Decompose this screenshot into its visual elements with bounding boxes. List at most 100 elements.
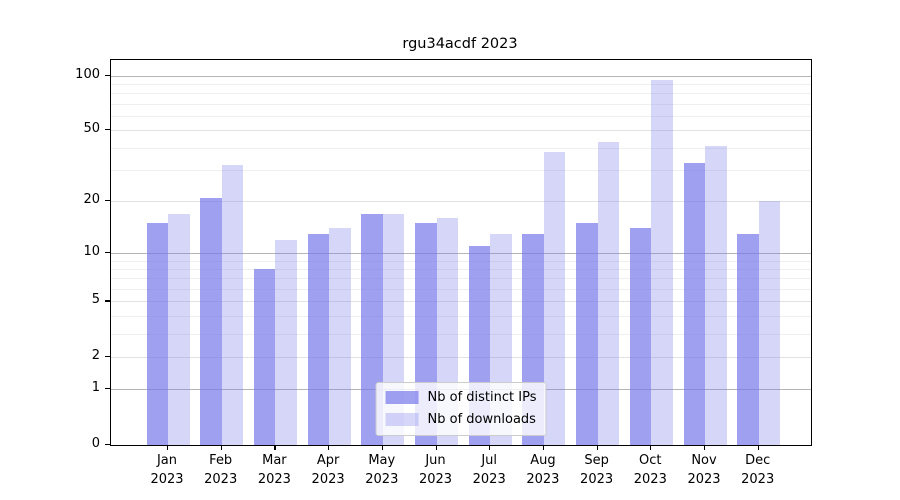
gridline-50 <box>111 130 811 132</box>
x-tick-label: Mar 2023 <box>242 451 306 489</box>
bar-downloads-dec <box>758 201 781 445</box>
x-tick-9 <box>596 444 598 450</box>
x-label-month: Apr <box>316 453 340 468</box>
legend-swatch-downloads <box>385 413 419 426</box>
y-tick-100 <box>105 74 110 76</box>
gridline-30 <box>111 170 811 172</box>
x-tick-label: Apr 2023 <box>296 451 360 489</box>
x-label-year: 2023 <box>741 472 775 487</box>
y-tick-5 <box>105 300 110 302</box>
gridline-100 <box>111 75 811 77</box>
x-tick-label: Oct 2023 <box>618 451 682 489</box>
bar-distinct-ips-mar <box>253 268 276 445</box>
x-label-month: Jan <box>156 453 178 468</box>
x-tick-2 <box>220 444 222 450</box>
gridline-8 <box>111 268 811 270</box>
gridline-7 <box>111 278 811 280</box>
x-tick-5 <box>381 444 383 450</box>
x-label-year: 2023 <box>472 472 506 487</box>
legend: Nb of distinct IPs Nb of downloads <box>375 381 547 436</box>
bar-distinct-ips-oct <box>629 228 652 445</box>
gridline-2 <box>111 356 811 358</box>
gridline-80 <box>111 93 811 95</box>
y-tick-1 <box>105 388 110 390</box>
bar-distinct-ips-apr <box>307 233 330 445</box>
bar-distinct-ips-dec <box>737 233 759 445</box>
x-label-year: 2023 <box>311 472 345 487</box>
x-label-year: 2023 <box>580 472 614 487</box>
y-tick-label-5: 5 <box>91 292 100 308</box>
x-label-month: Jun <box>425 453 446 468</box>
gridline-90 <box>111 84 811 86</box>
bar-downloads-jan <box>168 213 190 445</box>
x-label-month: Mar <box>262 453 287 468</box>
bar-distinct-ips-sep <box>576 222 598 445</box>
x-tick-10 <box>650 444 652 450</box>
gridline-5 <box>111 301 811 303</box>
x-label-month: Feb <box>209 453 233 468</box>
gridline-10 <box>111 252 811 254</box>
bar-downloads-feb <box>221 165 244 445</box>
x-tick-1 <box>167 444 169 450</box>
x-tick-label: Sep 2023 <box>565 451 629 489</box>
x-tick-6 <box>435 444 437 450</box>
gridline-60 <box>111 115 811 117</box>
y-tick-label-100: 100 <box>75 66 100 82</box>
x-label-year: 2023 <box>418 472 453 487</box>
y-tick-2 <box>105 355 110 357</box>
x-label-month: Jul <box>481 453 498 468</box>
bar-downloads-apr <box>329 228 351 445</box>
x-label-year: 2023 <box>204 472 238 487</box>
x-label-month: Nov <box>691 453 717 468</box>
gridline-4 <box>111 315 811 317</box>
x-tick-8 <box>542 444 545 450</box>
x-label-year: 2023 <box>365 472 399 487</box>
x-tick-12 <box>757 444 759 450</box>
x-label-year: 2023 <box>687 472 721 487</box>
x-label-month: Sep <box>584 453 609 468</box>
x-tick-label: Aug 2023 <box>511 451 575 489</box>
gridline-6 <box>111 289 811 290</box>
y-tick-label-0: 0 <box>91 435 100 451</box>
bar-distinct-ips-jan <box>146 222 168 445</box>
gridline-20 <box>111 201 811 203</box>
y-tick-label-20: 20 <box>83 192 100 208</box>
y-tick-10 <box>105 251 110 254</box>
x-label-year: 2023 <box>633 472 667 487</box>
plot-area: Nb of distinct IPs Nb of downloads <box>110 59 812 446</box>
x-tick-label: Jul 2023 <box>457 451 521 489</box>
x-tick-label: Dec 2023 <box>726 451 790 489</box>
x-label-year: 2023 <box>526 472 560 487</box>
legend-label-distinct-ips: Nb of distinct IPs <box>427 389 537 405</box>
gridline-3 <box>111 333 811 335</box>
x-tick-label: Jun 2023 <box>404 451 468 489</box>
y-tick-label-2: 2 <box>91 347 100 363</box>
gridline-70 <box>111 103 811 105</box>
bar-distinct-ips-nov <box>683 162 705 445</box>
x-tick-7 <box>489 444 491 450</box>
bar-downloads-aug <box>543 151 566 445</box>
y-tick-20 <box>105 200 110 202</box>
x-tick-label: Jan 2023 <box>135 451 199 489</box>
x-label-month: Aug <box>530 453 556 468</box>
x-label-month: May <box>368 453 396 468</box>
y-tick-0 <box>105 443 110 445</box>
chart-title: rgu34acdf 2023 <box>402 36 518 52</box>
x-label-year: 2023 <box>257 472 291 487</box>
y-tick-label-1: 1 <box>91 380 100 396</box>
gridline-40 <box>111 147 811 149</box>
legend-label-downloads: Nb of downloads <box>427 411 536 427</box>
bar-downloads-oct <box>651 79 673 445</box>
bar-distinct-ips-feb <box>200 197 222 445</box>
x-tick-3 <box>274 444 276 450</box>
legend-swatch-distinct-ips <box>385 391 419 404</box>
x-label-month: Dec <box>745 453 771 468</box>
legend-entry-downloads: Nb of downloads <box>385 411 537 429</box>
bar-downloads-nov <box>705 145 727 445</box>
y-tick-50 <box>105 129 110 131</box>
bar-downloads-mar <box>275 239 297 445</box>
bar-downloads-sep <box>597 142 620 445</box>
x-label-year: 2023 <box>150 472 184 487</box>
x-tick-11 <box>704 444 706 450</box>
